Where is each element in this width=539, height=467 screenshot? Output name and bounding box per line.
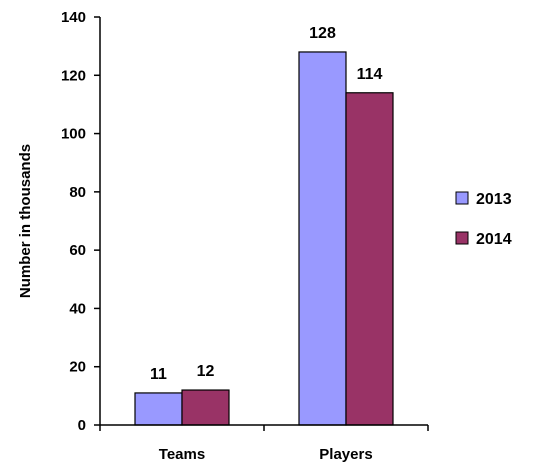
data-label-teams-2013: 11 (150, 366, 167, 383)
legend-label-2013: 2013 (476, 191, 512, 208)
bars-layer (134, 51, 394, 426)
data-label-players-2013: 128 (309, 25, 336, 42)
legend: 2013 2014 (455, 191, 512, 248)
y-axis-title: Number in thousands (17, 144, 34, 298)
data-label-teams-2014: 12 (197, 363, 215, 380)
bar-players-2013 (298, 51, 347, 426)
y-tick-label-140: 140 (61, 9, 86, 26)
legend-label-2014: 2014 (476, 231, 512, 248)
bar-teams-2014 (181, 389, 230, 426)
legend-swatch-2013 (455, 191, 469, 205)
bar-teams-2013 (134, 392, 183, 426)
bar-players-2014 (345, 92, 394, 426)
y-tick-label-100: 100 (61, 126, 86, 143)
y-tick-label-20: 20 (69, 359, 86, 376)
axes-layer (94, 16, 429, 431)
data-label-players-2014: 114 (357, 66, 383, 83)
x-tick-label-players: Players (319, 446, 372, 463)
y-tick-label-60: 60 (69, 242, 86, 259)
x-tick-label-teams: Teams (159, 446, 205, 463)
y-tick-label-80: 80 (69, 184, 86, 201)
y-tick-label-120: 120 (61, 67, 86, 84)
y-tick-label-0: 0 (78, 417, 86, 434)
labels-layer: 11 12 Teams 128 114 Players 0 20 40 60 80 100 120 140 (61, 9, 383, 463)
legend-swatch-2014 (455, 231, 469, 245)
y-tick-label-40: 40 (69, 300, 86, 317)
